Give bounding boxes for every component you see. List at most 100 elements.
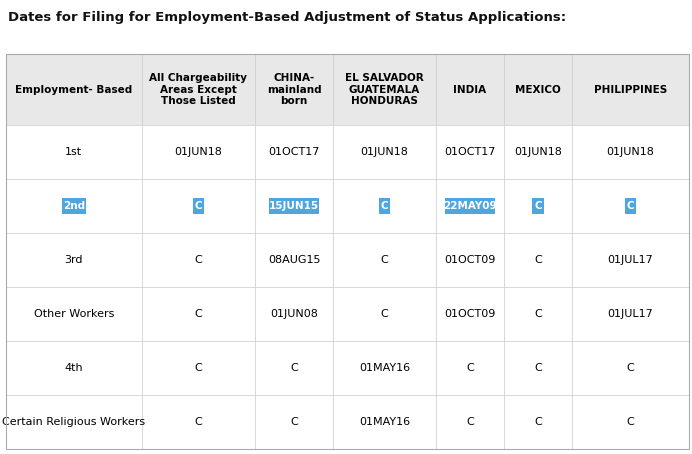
Text: C: C	[290, 363, 298, 373]
Text: 01OCT09: 01OCT09	[444, 255, 495, 265]
Text: C: C	[381, 255, 388, 265]
Bar	[572, 340, 689, 395]
Text: 01OCT17: 01OCT17	[444, 147, 495, 157]
FancyBboxPatch shape	[269, 197, 319, 214]
Bar	[572, 125, 689, 179]
Bar	[6, 233, 142, 287]
Text: 4th: 4th	[64, 363, 83, 373]
Bar	[6, 179, 142, 233]
Bar	[334, 287, 436, 340]
Bar	[142, 287, 255, 340]
Bar	[6, 395, 142, 449]
Text: 01MAY16: 01MAY16	[359, 363, 410, 373]
Text: 22MAY09: 22MAY09	[443, 201, 497, 211]
Bar	[6, 54, 142, 125]
Text: Certain Religious Workers: Certain Religious Workers	[2, 417, 145, 427]
Text: Other Workers: Other Workers	[34, 309, 114, 319]
Text: 3rd: 3rd	[64, 255, 83, 265]
Bar	[6, 340, 142, 395]
Text: C: C	[194, 255, 202, 265]
Bar	[504, 179, 572, 233]
Bar	[6, 125, 142, 179]
Bar	[334, 233, 436, 287]
Bar	[334, 54, 436, 125]
Text: Dates for Filing for Employment-Based Adjustment of Status Applications:: Dates for Filing for Employment-Based Ad…	[8, 11, 567, 25]
Bar	[504, 287, 572, 340]
Text: 01JUN08: 01JUN08	[270, 309, 318, 319]
Text: INDIA: INDIA	[453, 84, 486, 95]
Text: C: C	[534, 255, 542, 265]
Text: 01OCT17: 01OCT17	[268, 147, 320, 157]
FancyBboxPatch shape	[532, 197, 544, 214]
Text: 15JUN15: 15JUN15	[269, 201, 319, 211]
FancyBboxPatch shape	[625, 197, 637, 214]
Text: 08AUG15: 08AUG15	[268, 255, 320, 265]
Bar	[572, 54, 689, 125]
Text: C: C	[627, 417, 635, 427]
Text: C: C	[290, 417, 298, 427]
Bar	[334, 340, 436, 395]
Text: C: C	[534, 201, 542, 211]
Bar	[142, 125, 255, 179]
Bar	[436, 54, 504, 125]
Text: C: C	[466, 363, 474, 373]
Text: All Chargeability
Areas Except
Those Listed: All Chargeability Areas Except Those Lis…	[149, 73, 248, 106]
FancyBboxPatch shape	[192, 197, 204, 214]
Text: C: C	[627, 363, 635, 373]
Bar	[255, 340, 334, 395]
Bar	[6, 287, 142, 340]
Bar	[504, 54, 572, 125]
FancyBboxPatch shape	[446, 197, 495, 214]
Text: C: C	[194, 417, 202, 427]
Text: C: C	[534, 309, 542, 319]
Bar	[334, 125, 436, 179]
Bar	[142, 233, 255, 287]
Text: 2nd: 2nd	[63, 201, 85, 211]
Bar	[255, 395, 334, 449]
FancyBboxPatch shape	[379, 197, 390, 214]
Bar	[504, 340, 572, 395]
Bar	[142, 54, 255, 125]
Text: Employment- Based: Employment- Based	[15, 84, 132, 95]
Text: C: C	[627, 201, 635, 211]
Text: MEXICO: MEXICO	[516, 84, 561, 95]
Bar	[572, 287, 689, 340]
Text: 01JUN18: 01JUN18	[607, 147, 655, 157]
Text: 01JUL17: 01JUL17	[608, 309, 653, 319]
Bar	[142, 395, 255, 449]
Text: C: C	[381, 201, 388, 211]
Bar	[436, 287, 504, 340]
Bar	[436, 395, 504, 449]
Text: C: C	[194, 309, 202, 319]
Bar	[255, 287, 334, 340]
Text: C: C	[466, 417, 474, 427]
Bar	[572, 233, 689, 287]
Text: 01JUL17: 01JUL17	[608, 255, 653, 265]
Bar	[572, 395, 689, 449]
Bar	[255, 54, 334, 125]
Text: 01JUN18: 01JUN18	[361, 147, 408, 157]
Text: 01MAY16: 01MAY16	[359, 417, 410, 427]
Text: PHILIPPINES: PHILIPPINES	[594, 84, 667, 95]
Bar	[6, 54, 689, 449]
Bar	[572, 179, 689, 233]
Bar	[255, 125, 334, 179]
Bar	[436, 340, 504, 395]
FancyBboxPatch shape	[62, 197, 86, 214]
Text: C: C	[534, 417, 542, 427]
Bar	[255, 233, 334, 287]
Bar	[436, 125, 504, 179]
Text: 01JUN18: 01JUN18	[514, 147, 562, 157]
Bar	[334, 395, 436, 449]
Bar	[255, 179, 334, 233]
Text: 01OCT09: 01OCT09	[444, 309, 495, 319]
Bar	[436, 179, 504, 233]
Bar	[334, 179, 436, 233]
Bar	[504, 395, 572, 449]
Text: CHINA-
mainland
born: CHINA- mainland born	[267, 73, 321, 106]
Text: C: C	[194, 363, 202, 373]
Bar	[436, 233, 504, 287]
Text: C: C	[381, 309, 388, 319]
Bar	[142, 340, 255, 395]
Text: C: C	[534, 363, 542, 373]
